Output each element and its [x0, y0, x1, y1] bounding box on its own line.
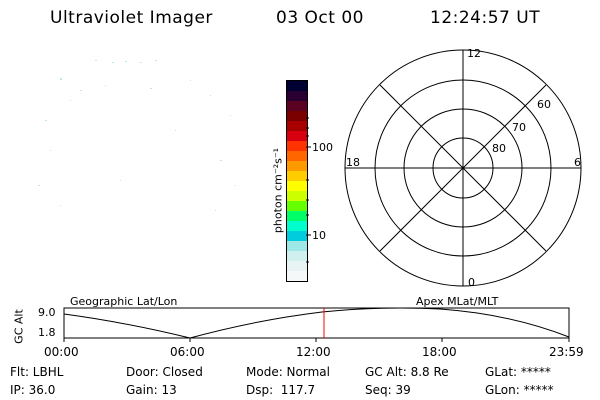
colorbar-band-11: [287, 191, 307, 201]
timeline-xtick-0600: 06:00: [170, 345, 205, 359]
status-mode: Mode: Normal: [246, 365, 330, 379]
colorbar-band-18: [287, 261, 307, 271]
mlt-label-6: 6: [574, 156, 581, 169]
date-label: 03 Oct 00: [276, 8, 364, 28]
colorbar-band-19: [287, 271, 307, 281]
instrument-title: Ultraviolet Imager: [50, 8, 213, 28]
colorbar-band-7: [287, 151, 307, 161]
colorbar-band-1: [287, 91, 307, 101]
lat-label-80: 80: [492, 142, 506, 155]
timeline-ytick-1: 1.8: [38, 326, 56, 339]
timeline-xtick-0000: 00:00: [44, 345, 79, 359]
colorbar-band-8: [287, 161, 307, 171]
timeline-xtick-1800: 18:00: [422, 345, 457, 359]
colorbar-band-2: [287, 101, 307, 111]
timeline-right-title: Apex MLat/MLT: [416, 295, 499, 308]
timeline-ytick-9: 9.0: [38, 306, 56, 319]
colorbar-band-5: [287, 131, 307, 141]
time-label: 12:24:57 UT: [430, 8, 541, 28]
colorbar-band-16: [287, 241, 307, 251]
mlt-label-18: 18: [346, 156, 360, 169]
status-dsp: Dsp: 117.7: [246, 383, 316, 397]
timeline-xtick-2359: 23:59: [549, 345, 584, 359]
colorbar-tick-100: 100: [312, 141, 333, 154]
colorbar-tick-10: 10: [312, 229, 326, 242]
status-glat: GLat: *****: [485, 365, 551, 379]
mlt-label-12: 12: [467, 47, 481, 60]
colorbar: [286, 80, 308, 282]
timeline-xtick-1200: 12:00: [296, 345, 331, 359]
colorbar-band-0: [287, 81, 307, 91]
status-gc-alt: GC Alt: 8.8 Re: [365, 365, 449, 379]
colorbar-band-3: [287, 111, 307, 121]
status-ip: IP: 36.0: [10, 383, 56, 397]
colorbar-band-13: [287, 211, 307, 221]
lat-label-60: 60: [537, 98, 551, 111]
status-flt: Flt: LBHL: [10, 365, 64, 379]
colorbar-band-17: [287, 251, 307, 261]
lat-label-70: 70: [512, 121, 526, 134]
status-gain: Gain: 13: [126, 383, 177, 397]
colorbar-band-9: [287, 171, 307, 181]
colorbar-band-12: [287, 201, 307, 211]
mlt-label-0: 0: [468, 276, 475, 289]
colorbar-band-10: [287, 181, 307, 191]
status-glon: GLon: *****: [485, 383, 554, 397]
timeline-left-title: Geographic Lat/Lon: [70, 295, 178, 308]
colorbar-band-14: [287, 221, 307, 231]
colorbar-band-6: [287, 141, 307, 151]
colorbar-band-4: [287, 121, 307, 131]
status-seq: Seq: 39: [365, 383, 411, 397]
status-door: Door: Closed: [126, 365, 203, 379]
colorbar-band-15: [287, 231, 307, 241]
